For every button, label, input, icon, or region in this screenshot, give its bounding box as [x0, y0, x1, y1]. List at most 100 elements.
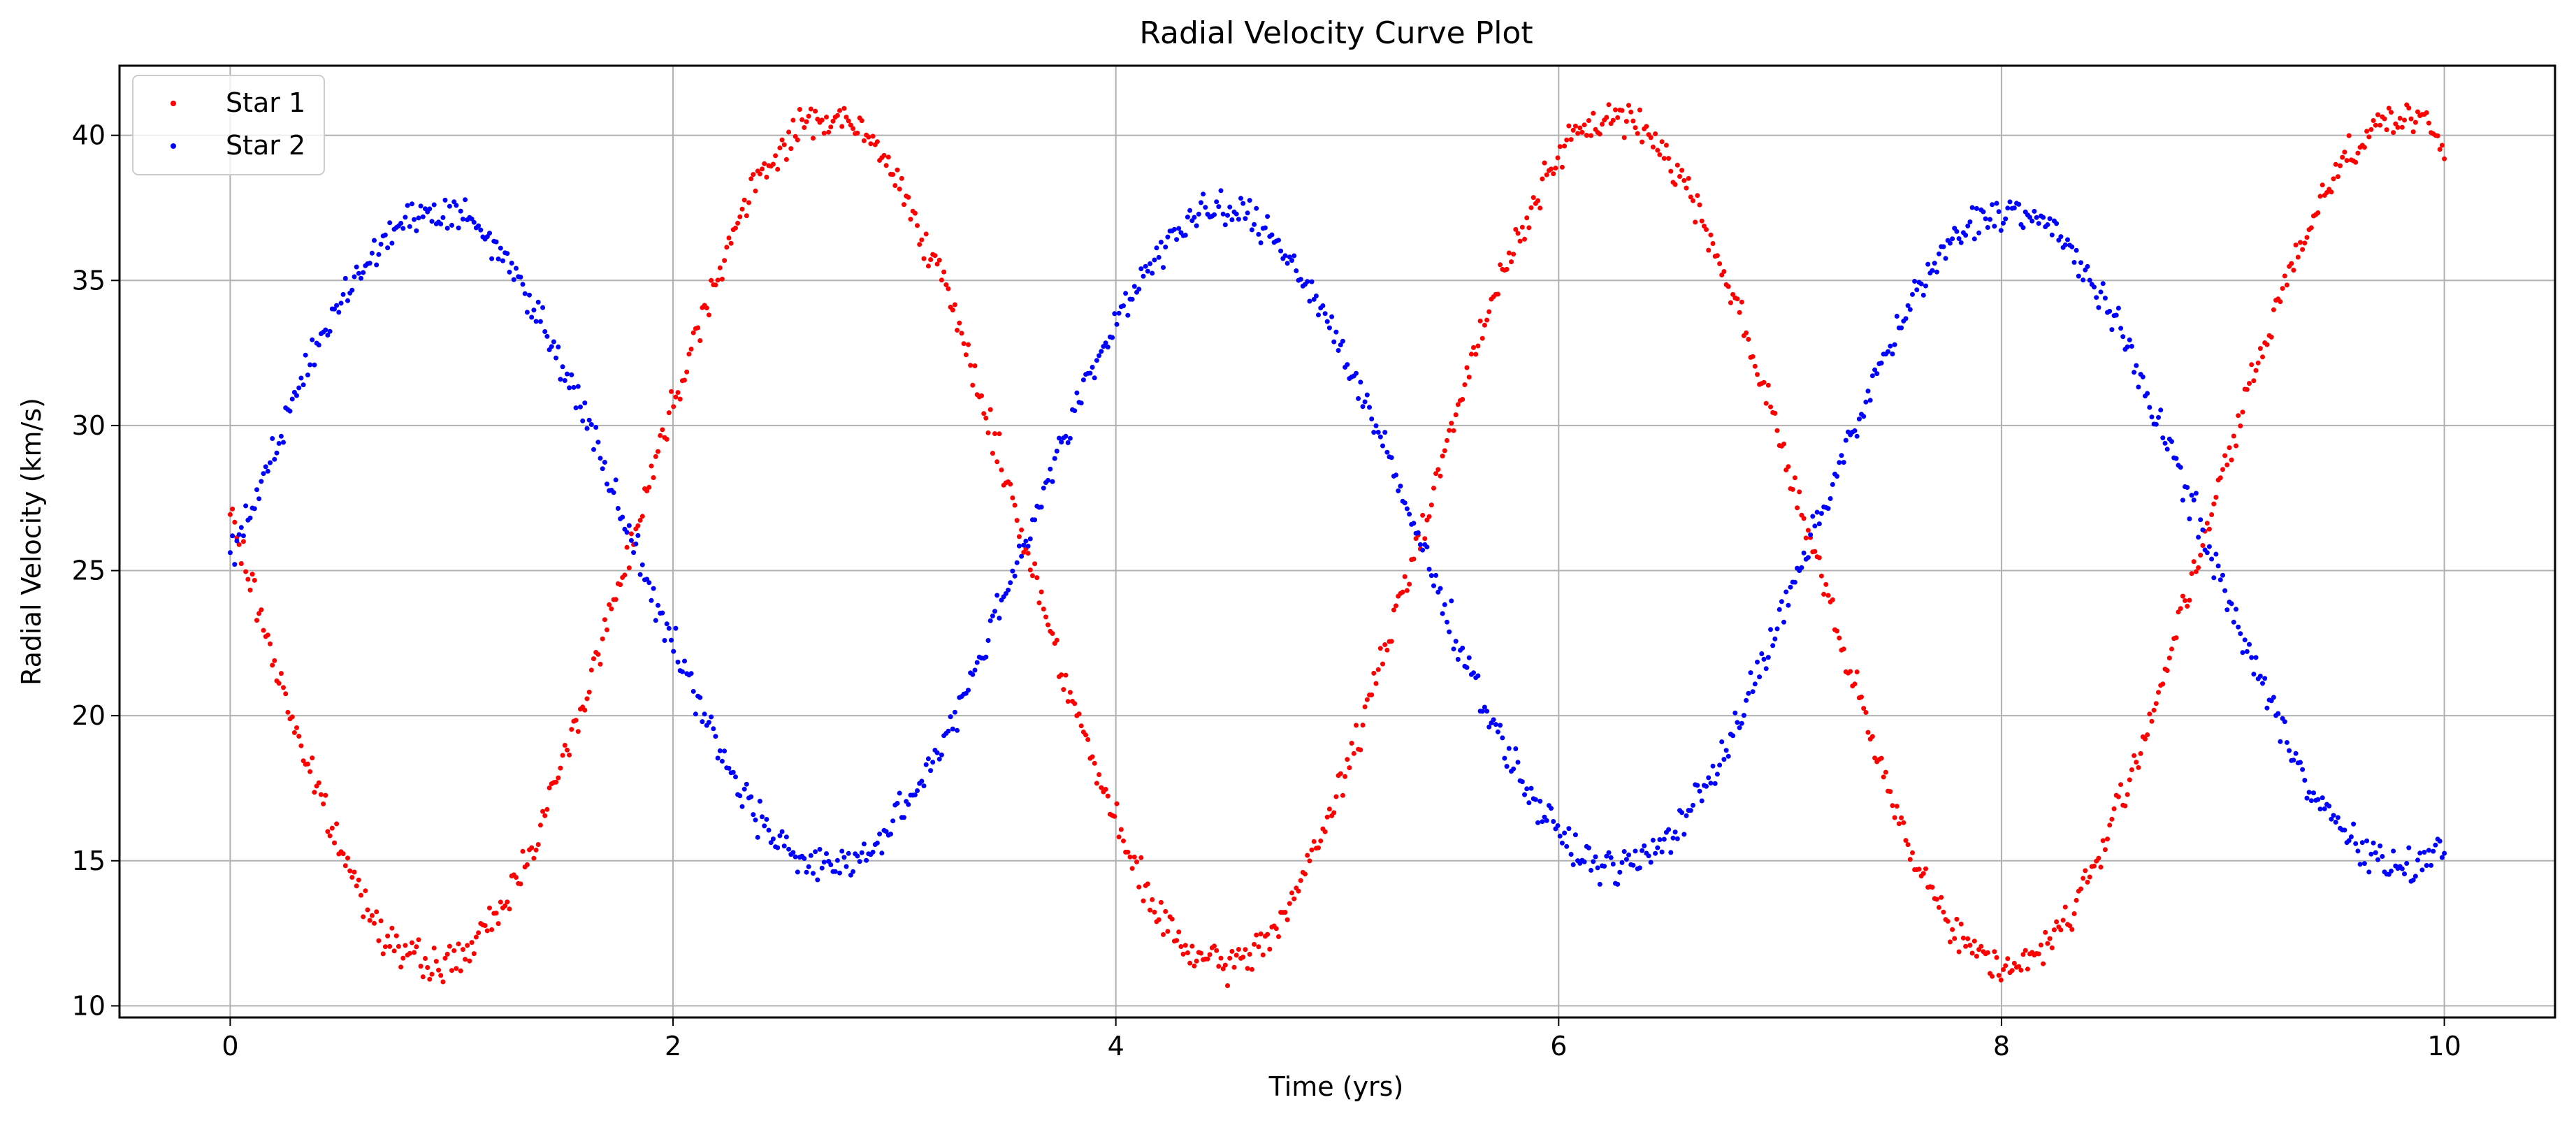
- data-point-star-2: [1591, 859, 1596, 864]
- data-point-star-2: [1092, 375, 1097, 381]
- data-point-star-2: [1621, 849, 1627, 854]
- data-point-star-2: [511, 277, 516, 282]
- data-point-star-2: [755, 834, 760, 840]
- data-point-star-2: [2003, 216, 2009, 222]
- data-point-star-2: [334, 303, 340, 308]
- data-point-star-2: [2351, 821, 2357, 827]
- data-point-star-1: [885, 154, 891, 160]
- data-point-star-1: [646, 484, 652, 490]
- data-point-star-1: [1572, 123, 1578, 129]
- data-point-star-1: [2047, 936, 2053, 941]
- data-point-star-1: [505, 899, 510, 905]
- data-point-star-1: [626, 565, 632, 571]
- data-point-star-2: [719, 758, 725, 764]
- data-point-star-1: [1841, 646, 1846, 652]
- data-point-star-1: [1513, 226, 1519, 232]
- data-point-star-1: [2143, 737, 2148, 741]
- data-point-star-1: [1136, 884, 1142, 890]
- data-point-star-1: [1899, 815, 1904, 820]
- data-point-star-1: [1801, 516, 1807, 521]
- data-point-star-2: [232, 562, 238, 567]
- data-point-star-1: [1460, 397, 1466, 402]
- data-point-star-1: [569, 727, 574, 732]
- data-point-star-2: [361, 270, 366, 275]
- data-point-star-2: [2426, 848, 2431, 853]
- data-point-star-1: [1267, 946, 1273, 952]
- data-point-star-1: [928, 257, 934, 262]
- data-point-star-2: [1377, 434, 1383, 440]
- data-point-star-1: [968, 363, 974, 368]
- data-point-star-1: [1380, 661, 1385, 667]
- data-point-star-2: [2308, 798, 2314, 804]
- data-point-star-2: [524, 310, 530, 315]
- data-point-star-2: [1125, 312, 1131, 318]
- data-point-star-1: [735, 220, 741, 226]
- data-point-star-1: [985, 430, 991, 435]
- data-point-star-1: [2189, 571, 2194, 577]
- data-point-star-1: [1032, 561, 1038, 567]
- data-point-star-2: [1123, 291, 1129, 296]
- data-point-star-2: [520, 282, 526, 287]
- data-point-star-2: [1801, 550, 1807, 556]
- data-point-star-1: [2244, 386, 2250, 392]
- data-point-star-2: [1431, 583, 1436, 588]
- data-point-star-2: [766, 827, 772, 833]
- data-point-star-1: [811, 136, 816, 141]
- data-point-star-2: [1640, 848, 1645, 853]
- data-point-star-2: [1655, 845, 1660, 850]
- data-point-star-1: [1549, 166, 1554, 172]
- data-point-star-1: [542, 813, 548, 818]
- data-point-star-2: [1748, 670, 1753, 676]
- data-point-star-2: [1493, 722, 1498, 727]
- data-point-star-1: [2200, 543, 2206, 548]
- data-point-star-1: [1613, 107, 1618, 113]
- data-point-star-2: [352, 274, 357, 280]
- data-point-star-1: [347, 868, 353, 874]
- data-point-star-1: [484, 928, 490, 934]
- data-point-star-1: [2393, 121, 2398, 126]
- data-point-star-1: [1540, 176, 1545, 182]
- data-point-star-2: [1937, 251, 1941, 256]
- data-point-star-2: [828, 862, 834, 867]
- data-point-star-2: [531, 307, 537, 313]
- data-point-star-2: [1027, 536, 1033, 542]
- data-point-star-1: [1072, 701, 1078, 707]
- data-point-star-1: [2187, 597, 2192, 603]
- data-point-star-1: [709, 277, 714, 283]
- data-point-star-1: [2320, 182, 2325, 188]
- data-point-star-2: [1735, 720, 1740, 725]
- data-point-star-1: [753, 188, 758, 194]
- data-point-star-2: [429, 219, 435, 224]
- data-point-star-1: [1752, 363, 1758, 369]
- data-point-star-1: [1243, 947, 1248, 952]
- data-point-star-1: [1661, 156, 1667, 161]
- data-point-star-1: [2382, 116, 2387, 122]
- data-point-star-1: [941, 269, 947, 275]
- data-point-star-1: [1477, 318, 1483, 324]
- data-point-star-1: [2364, 129, 2370, 134]
- data-point-star-2: [1484, 709, 1490, 714]
- plot-frame: [118, 64, 2556, 1019]
- data-point-star-2: [649, 597, 654, 603]
- data-point-star-1: [1065, 699, 1071, 704]
- data-point-star-2: [1950, 236, 1955, 242]
- data-point-star-1: [281, 685, 286, 690]
- data-point-star-2: [2058, 234, 2064, 240]
- data-point-star-2: [1586, 845, 1591, 850]
- data-point-star-2: [463, 197, 468, 203]
- data-point-star-2: [1338, 342, 1343, 347]
- data-point-star-1: [1859, 694, 1864, 700]
- data-point-star-2: [2156, 414, 2161, 420]
- data-point-star-2: [1078, 400, 1084, 406]
- data-point-star-2: [1506, 746, 1512, 751]
- data-point-star-2: [1003, 591, 1008, 596]
- data-point-star-1: [959, 331, 964, 336]
- data-point-star-1: [955, 328, 960, 333]
- data-point-star-1: [1960, 935, 1966, 941]
- data-point-star-1: [1036, 600, 1042, 606]
- data-point-star-1: [1061, 687, 1066, 693]
- data-point-star-1: [2147, 711, 2152, 717]
- data-point-star-2: [2437, 839, 2443, 844]
- data-point-star-2: [1739, 720, 1744, 726]
- data-point-star-2: [1544, 818, 1549, 823]
